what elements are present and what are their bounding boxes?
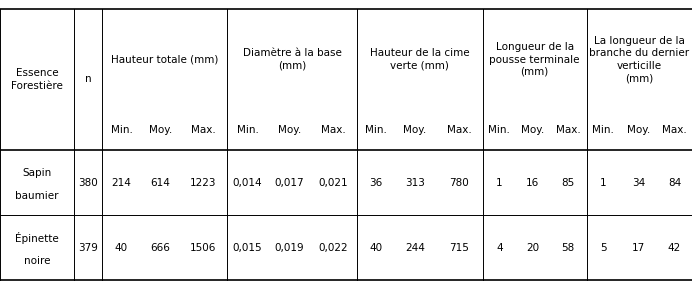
Text: 0,021: 0,021: [319, 177, 348, 188]
Text: Hauteur totale (mm): Hauteur totale (mm): [111, 55, 218, 64]
Text: Essence
Forestière: Essence Forestière: [11, 68, 63, 90]
Text: 780: 780: [449, 177, 469, 188]
Text: noire: noire: [24, 256, 50, 266]
Text: Épinette: Épinette: [15, 232, 59, 244]
Text: Max.: Max.: [447, 125, 471, 135]
Text: 84: 84: [668, 177, 681, 188]
Text: Min.: Min.: [592, 125, 614, 135]
Text: 1: 1: [600, 177, 607, 188]
Text: Moy.: Moy.: [149, 125, 172, 135]
Text: 16: 16: [527, 177, 540, 188]
Text: Min.: Min.: [365, 125, 386, 135]
Text: Min.: Min.: [111, 125, 132, 135]
Text: Max.: Max.: [321, 125, 346, 135]
Text: 1223: 1223: [190, 177, 217, 188]
Text: Moy.: Moy.: [521, 125, 545, 135]
Text: 0,015: 0,015: [233, 243, 262, 253]
Text: 666: 666: [150, 243, 170, 253]
Text: 42: 42: [668, 243, 681, 253]
Text: baumier: baumier: [15, 190, 59, 201]
Text: Max.: Max.: [191, 125, 216, 135]
Text: 1: 1: [496, 177, 502, 188]
Text: Min.: Min.: [237, 125, 259, 135]
Text: La longueur de la
branche du dernier
verticille
(mm): La longueur de la branche du dernier ver…: [590, 36, 689, 83]
Text: 0,019: 0,019: [275, 243, 304, 253]
Text: 36: 36: [369, 177, 382, 188]
Text: 313: 313: [405, 177, 425, 188]
Text: 58: 58: [561, 243, 575, 253]
Text: 34: 34: [632, 177, 645, 188]
Text: Max.: Max.: [556, 125, 581, 135]
Text: 40: 40: [115, 243, 128, 253]
Text: 17: 17: [632, 243, 645, 253]
Text: 244: 244: [405, 243, 425, 253]
Text: 214: 214: [111, 177, 131, 188]
Text: 1506: 1506: [190, 243, 217, 253]
Text: Longueur de la
pousse terminale
(mm): Longueur de la pousse terminale (mm): [489, 42, 580, 77]
Text: Diamètre à la base
(mm): Diamètre à la base (mm): [242, 48, 341, 71]
Text: 85: 85: [561, 177, 575, 188]
Text: Sapin: Sapin: [22, 168, 51, 178]
Text: 4: 4: [496, 243, 502, 253]
Text: 614: 614: [150, 177, 170, 188]
Text: Min.: Min.: [489, 125, 510, 135]
Text: 5: 5: [600, 243, 607, 253]
Text: n: n: [84, 74, 91, 84]
Text: Hauteur de la cime
verte (mm): Hauteur de la cime verte (mm): [370, 48, 470, 71]
Text: Moy.: Moy.: [627, 125, 650, 135]
Text: 380: 380: [78, 177, 98, 188]
Text: Max.: Max.: [662, 125, 687, 135]
Text: 40: 40: [369, 243, 382, 253]
Text: 20: 20: [527, 243, 540, 253]
Text: 379: 379: [78, 243, 98, 253]
Text: Moy.: Moy.: [277, 125, 301, 135]
Text: Moy.: Moy.: [403, 125, 426, 135]
Text: 0,022: 0,022: [319, 243, 348, 253]
Text: 715: 715: [449, 243, 469, 253]
Text: 0,017: 0,017: [275, 177, 304, 188]
Text: 0,014: 0,014: [233, 177, 262, 188]
